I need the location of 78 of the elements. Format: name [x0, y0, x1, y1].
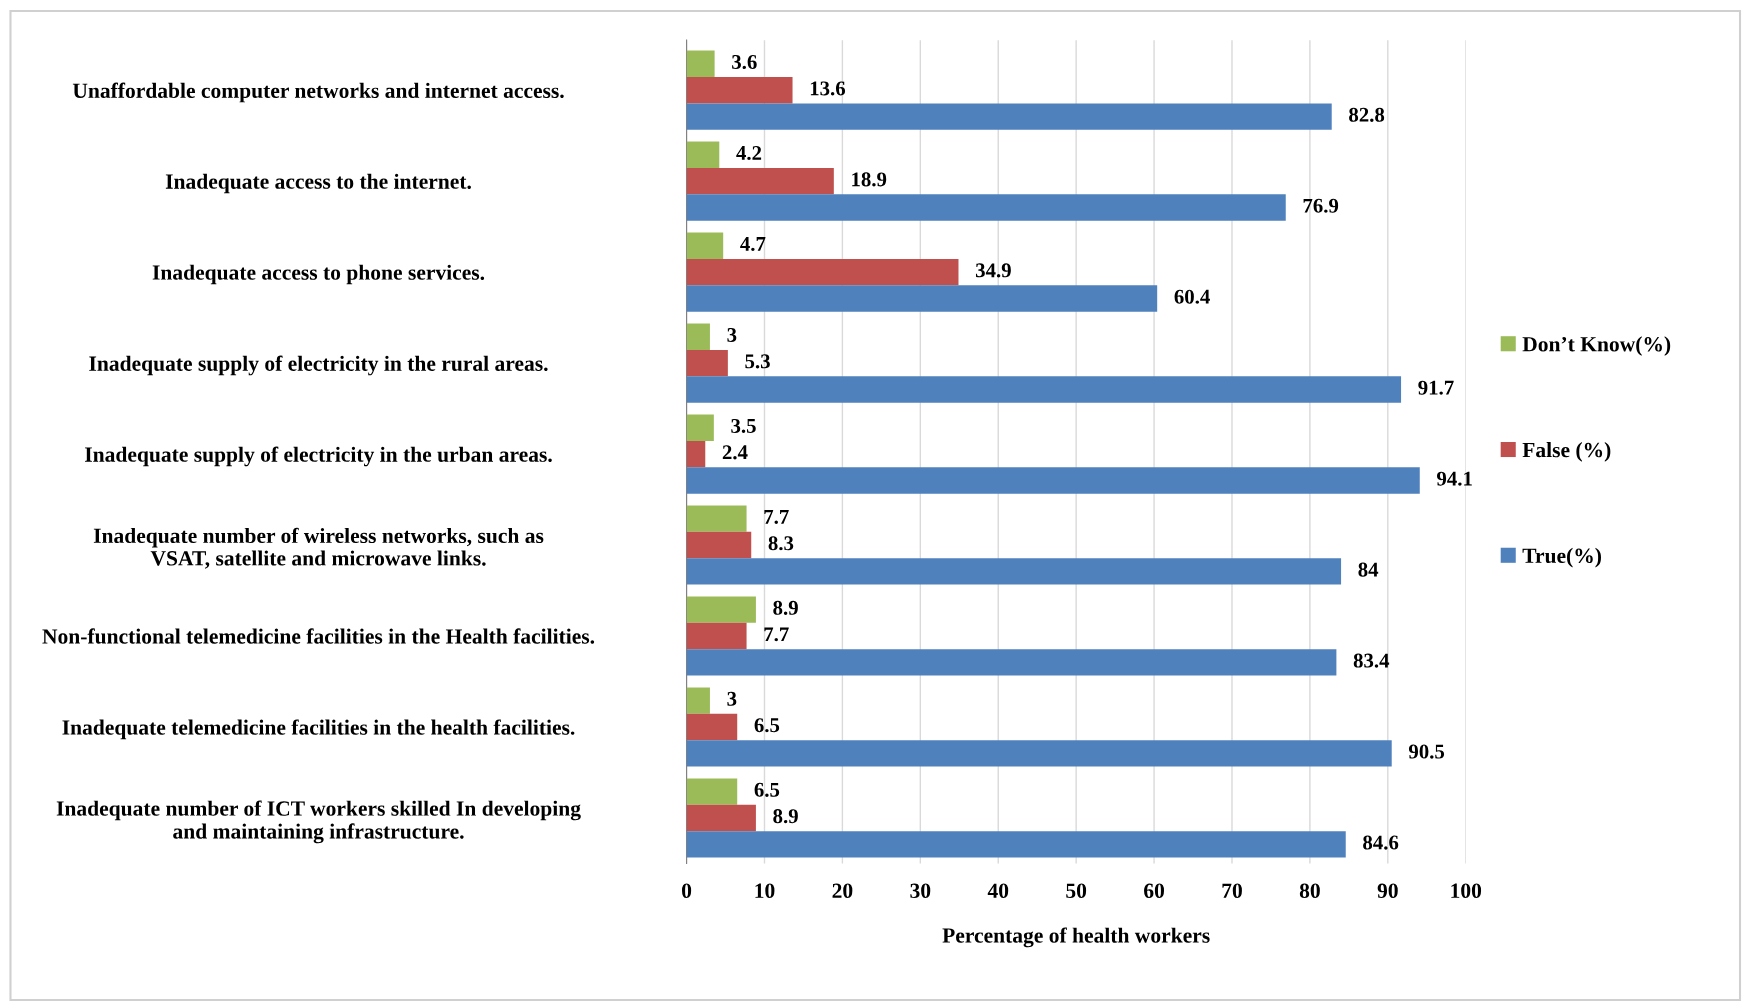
bar	[686, 414, 714, 441]
data-label: 91.7	[1418, 380, 1454, 395]
x-tick-label: 60	[1144, 883, 1165, 899]
x-tick-label: 0	[682, 883, 692, 899]
data-label: 83.4	[1353, 653, 1390, 668]
y-tick-label: Inadequate supply of electricity in the urban areas.	[85, 446, 552, 467]
legend-label: True(%)	[1522, 547, 1601, 568]
bar	[686, 831, 1346, 858]
data-label: 13.6	[810, 81, 846, 96]
bar	[686, 258, 959, 286]
data-label: 60.4	[1174, 289, 1210, 304]
data-label: 8.9	[773, 809, 798, 824]
x-tick-label: 50	[1066, 883, 1087, 899]
bar	[686, 141, 720, 168]
bar	[686, 50, 715, 77]
data-label: 34.9	[975, 263, 1011, 278]
data-label: 5.3	[745, 354, 770, 369]
y-tick-label: Non-functional telemedicine facilities in the Health facilities.	[42, 628, 595, 644]
bar	[686, 323, 710, 350]
bar	[686, 687, 710, 714]
data-label: 94.1	[1437, 471, 1472, 486]
x-tick-label: 40	[987, 883, 1009, 899]
bar	[686, 531, 752, 559]
data-label: 4.2	[736, 146, 762, 161]
bar	[686, 740, 1392, 767]
y-tick-label: Inadequate supply of electricity in the rural areas.	[89, 355, 548, 376]
data-label: 6.5	[754, 782, 780, 797]
data-label: 76.9	[1303, 198, 1339, 213]
bar	[686, 349, 728, 377]
y-tick-label: Inadequate number of ICT workers skilled In developing and maintaining infrastructure.	[56, 800, 581, 844]
bar	[686, 376, 1402, 403]
data-label: 2.4	[722, 445, 748, 460]
bar	[686, 778, 738, 805]
bar	[686, 167, 834, 195]
data-label: 7.7	[764, 510, 789, 524]
x-tick-label: 90	[1377, 883, 1398, 899]
x-tick-label: 20	[832, 883, 853, 899]
x-tick-label: 100	[1451, 883, 1482, 899]
x-tick-label: 80	[1299, 883, 1320, 899]
data-label: 18.9	[852, 172, 887, 187]
bar	[686, 713, 738, 741]
y-tick-label: Unaffordable computer networks and internet access.	[72, 82, 564, 103]
legend-label: Don’t Know(%)	[1522, 336, 1671, 356]
bar	[686, 103, 1332, 130]
data-label: 3.6	[732, 55, 757, 70]
x-tick-label: 30	[910, 883, 931, 899]
y-tick-label: Inadequate telemedicine facilities in the health facilities.	[62, 719, 575, 740]
data-label: 7.7	[764, 627, 789, 642]
data-label: 6.5	[754, 718, 780, 733]
bar	[686, 505, 747, 532]
bar	[686, 622, 747, 650]
data-label: 8.3	[768, 536, 794, 551]
bar	[686, 649, 1337, 676]
x-tick-label: 70	[1222, 883, 1242, 899]
bar	[686, 804, 756, 832]
data-label: 8.9	[773, 600, 798, 615]
data-label: 4.7	[740, 237, 766, 252]
y-tick-label: Inadequate number of wireless networks, such as VSAT, satellite and microwave links.	[93, 527, 544, 569]
bar	[686, 232, 724, 259]
data-label: 3.5	[731, 418, 756, 433]
bar	[686, 440, 706, 468]
legend-label: False (%)	[1522, 442, 1611, 462]
data-label: 3	[727, 327, 737, 342]
x-axis-title: Percentage of health workers	[942, 927, 1210, 948]
data-label: 90.5	[1408, 744, 1445, 759]
data-label: 84	[1358, 562, 1379, 577]
bar	[686, 285, 1158, 312]
bar	[686, 467, 1420, 494]
data-label: 82.8	[1349, 107, 1385, 122]
y-tick-label: Inadequate access to the internet.	[165, 173, 471, 194]
bar	[686, 194, 1286, 221]
bar	[686, 558, 1342, 585]
bar	[686, 77, 793, 104]
bar	[686, 596, 756, 623]
x-tick-label: 10	[755, 883, 775, 899]
data-label: 3	[727, 691, 737, 706]
data-label: 84.6	[1363, 835, 1399, 850]
y-tick-label: Inadequate access to phone services.	[152, 264, 485, 285]
